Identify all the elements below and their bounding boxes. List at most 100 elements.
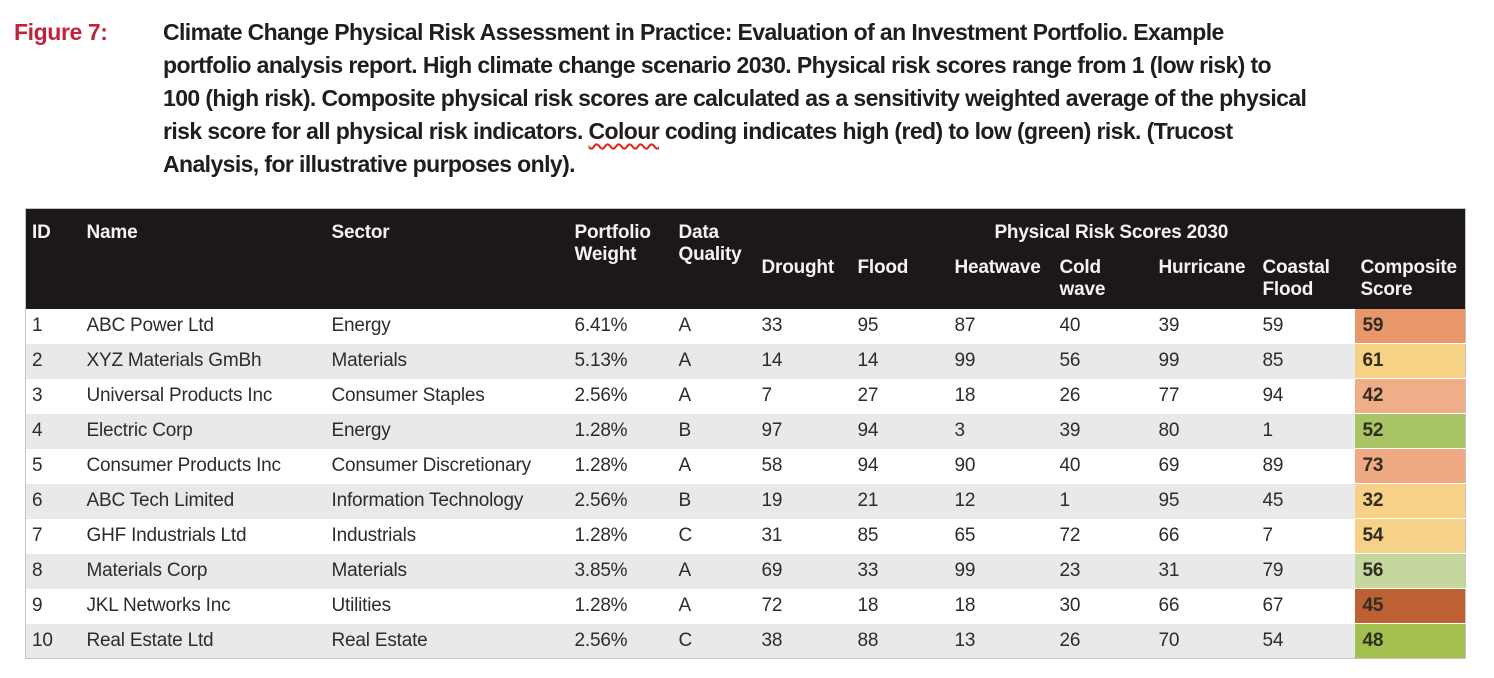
column-header-name: Name: [80, 208, 326, 309]
cell-hurricane: 31: [1158, 560, 1180, 581]
cell-name: Universal Products Inc: [86, 385, 273, 406]
column-header-drought: Drought: [755, 254, 852, 309]
cell-drought: 19: [761, 490, 783, 511]
table-row: 7 GHF Industrials Ltd Industrials 1.28% C 31 8…: [26, 518, 1466, 554]
cell-id: 1: [32, 315, 43, 336]
cell-coastal-flood: 59: [1262, 315, 1284, 336]
cell-quality: A: [678, 455, 692, 476]
cell-cold-wave: 40: [1059, 315, 1081, 336]
cell-flood: 95: [857, 315, 879, 336]
cell-hurricane: 69: [1158, 455, 1180, 476]
caption-text-after: coding indicates high (red) to low (gree…: [163, 118, 1233, 177]
cell-composite: 54: [1354, 518, 1466, 554]
cell-name: GHF Industrials Ltd: [86, 525, 247, 546]
cell-hurricane: 39: [1158, 315, 1180, 336]
cell-flood: 94: [857, 455, 879, 476]
cell-composite: 61: [1354, 343, 1466, 379]
table-row: 1 ABC Power Ltd Energy 6.41% A 33 95 87 40 39 59 59: [26, 308, 1466, 344]
cell-id: 7: [32, 525, 43, 546]
cell-flood: 14: [857, 350, 879, 371]
cell-flood: 33: [857, 560, 879, 581]
cell-quality: A: [678, 560, 692, 581]
cell-coastal-flood: 45: [1262, 490, 1284, 511]
cell-flood: 88: [857, 629, 879, 651]
cell-cold-wave: 40: [1059, 455, 1081, 476]
cell-cold-wave: 26: [1059, 385, 1081, 406]
table-row: 9 JKL Networks Inc Utilities 1.28% A 72 18 18 30…: [26, 588, 1466, 624]
cell-hurricane: 66: [1158, 525, 1180, 546]
cell-flood: 27: [857, 385, 879, 406]
cell-cold-wave: 23: [1059, 560, 1081, 581]
cell-name: JKL Networks Inc: [86, 595, 231, 616]
cell-quality: A: [678, 385, 692, 406]
cell-composite: 48: [1354, 623, 1466, 659]
cell-sector: Industrials: [331, 525, 417, 546]
cell-composite: 52: [1354, 413, 1466, 449]
portfolio-risk-table: ID Name Sector Portfolio Weight Data Qua…: [25, 208, 1467, 659]
cell-weight: 1.28%: [574, 420, 628, 441]
cell-heatwave: 12: [954, 490, 976, 511]
cell-weight: 2.56%: [574, 385, 628, 406]
table-row: 8 Materials Corp Materials 3.85% A 69 33 99 23 31…: [25, 553, 1466, 589]
cell-heatwave: 13: [954, 629, 976, 651]
cell-composite: 32: [1354, 483, 1466, 519]
cell-drought: 58: [761, 455, 783, 476]
column-header-cold-wave: Cold wave: [1053, 254, 1153, 309]
cell-sector: Energy: [331, 315, 391, 336]
cell-hurricane: 77: [1158, 385, 1180, 406]
table-row: 5 Consumer Products Inc Consumer Discretio…: [26, 448, 1466, 484]
cell-drought: 97: [761, 420, 783, 441]
figure-caption: Figure 7: Climate Change Physical Risk A…: [0, 0, 1494, 181]
cell-cold-wave: 56: [1059, 350, 1081, 371]
cell-drought: 31: [761, 525, 783, 546]
cell-cold-wave: 72: [1059, 525, 1081, 546]
cell-cold-wave: 30: [1059, 595, 1081, 616]
cell-weight: 5.13%: [574, 350, 628, 371]
cell-weight: 1.28%: [574, 455, 628, 476]
cell-sector: Real Estate: [331, 629, 428, 651]
cell-composite: 73: [1354, 448, 1466, 484]
cell-weight: 6.41%: [574, 315, 628, 336]
figure-caption-text: Climate Change Physical Risk Assessment …: [163, 16, 1494, 181]
cell-coastal-flood: 54: [1262, 629, 1284, 651]
cell-coastal-flood: 79: [1262, 560, 1284, 581]
cell-drought: 69: [761, 560, 783, 581]
cell-coastal-flood: 67: [1262, 595, 1284, 616]
cell-heatwave: 3: [954, 420, 966, 441]
cell-composite: 56: [1354, 553, 1466, 589]
cell-name: Materials Corp: [86, 560, 208, 581]
cell-drought: 14: [761, 350, 783, 371]
cell-id: 2: [32, 350, 43, 371]
cell-coastal-flood: 7: [1262, 525, 1274, 546]
cell-name: XYZ Materials GmBh: [86, 350, 262, 371]
cell-sector: Consumer Staples: [331, 385, 485, 406]
column-header-heatwave: Heatwave: [948, 254, 1054, 309]
cell-heatwave: 99: [954, 350, 976, 371]
cell-heatwave: 87: [954, 315, 976, 336]
cell-heatwave: 18: [954, 385, 976, 406]
cell-cold-wave: 26: [1059, 629, 1081, 651]
cell-sector: Materials: [331, 350, 407, 371]
column-header-sector: Sector: [325, 208, 569, 309]
cell-heatwave: 99: [954, 560, 976, 581]
cell-hurricane: 80: [1158, 420, 1180, 441]
cell-composite: 42: [1354, 378, 1466, 414]
cell-flood: 85: [857, 525, 879, 546]
cell-coastal-flood: 94: [1262, 385, 1284, 406]
cell-id: 10: [32, 629, 53, 651]
cell-flood: 94: [857, 420, 879, 441]
cell-cold-wave: 1: [1059, 490, 1071, 511]
cell-sector: Consumer Discretionary: [331, 455, 532, 476]
cell-hurricane: 95: [1158, 490, 1180, 511]
cell-id: 5: [32, 455, 43, 476]
cell-id: 8: [32, 560, 43, 581]
cell-weight: 3.85%: [574, 560, 628, 581]
cell-hurricane: 66: [1158, 595, 1180, 616]
cell-quality: B: [678, 420, 692, 441]
column-header-flood: Flood: [851, 254, 949, 309]
cell-sector: Materials: [331, 560, 407, 581]
cell-drought: 72: [761, 595, 783, 616]
table-row: 2 XYZ Materials GmBh Materials 5.13% A 14 14 99…: [25, 343, 1466, 379]
table-row: 4 Electric Corp Energy 1.28% B 97 94 3 39 80 1 52: [25, 413, 1466, 449]
